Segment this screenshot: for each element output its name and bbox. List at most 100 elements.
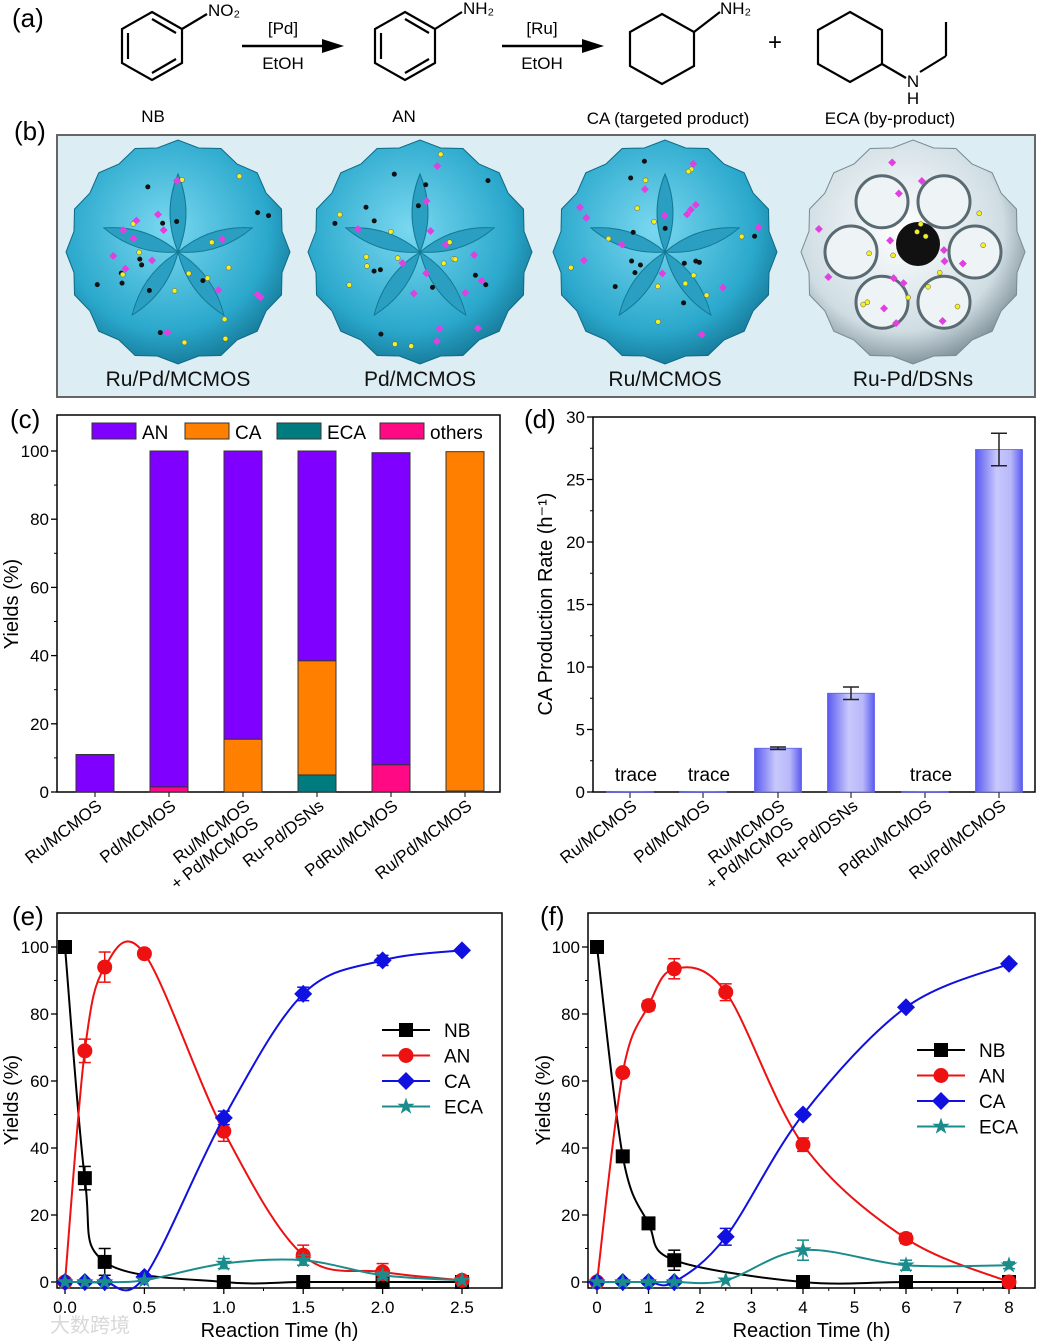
bar-segment-others	[371, 764, 411, 793]
pd-particle	[209, 239, 215, 246]
legend-marker-ca	[932, 1092, 950, 1110]
pore-dot	[485, 178, 491, 184]
legend-swatch-ca	[184, 422, 230, 440]
ru-particle	[697, 330, 706, 339]
pd-particle	[642, 177, 649, 184]
an-substituent: NH₂	[463, 0, 494, 18]
bar	[606, 790, 654, 793]
bar-segment-eca	[297, 774, 337, 793]
catalyst-illustrations: Ru/Pd/MCMOS Pd/MCMOS Ru/MCMOS Ru-Pd/DSNs	[56, 134, 1036, 398]
y-tick-label: 20	[561, 1206, 580, 1225]
plus-sign: +	[768, 29, 782, 56]
series-line	[64, 946, 462, 1285]
y-tick-label: 5	[576, 721, 585, 740]
bar	[754, 747, 802, 793]
catalyst-label: Ru/MCMOS	[608, 368, 721, 391]
y-axis-label: Yields (%)	[533, 1055, 555, 1145]
category-label-line: Ru/MCMOS	[22, 796, 106, 867]
step2-solvent: EtOH	[521, 54, 563, 73]
bar-segment-an	[223, 450, 263, 740]
petal	[418, 227, 496, 253]
ru-particle	[470, 250, 479, 259]
panel-label-f: (f)	[540, 901, 565, 931]
plot-frame	[56, 912, 503, 1289]
step1-catalyst: [Pd]	[268, 19, 298, 38]
pore-dot	[266, 213, 272, 219]
x-axis-label: Reaction Time (h)	[201, 1320, 359, 1342]
ru-particle	[148, 256, 157, 265]
petal	[618, 250, 666, 317]
plot-frame	[587, 912, 1036, 1289]
pore-dot	[200, 278, 206, 284]
legend-marker-eca	[397, 1097, 415, 1114]
watermark: 大数跨境	[50, 1314, 130, 1337]
ru-particle	[409, 289, 418, 298]
bar-segment-ca	[445, 451, 485, 792]
y-tick-label: 40	[561, 1139, 580, 1158]
data-point	[897, 998, 915, 1017]
data-point	[136, 946, 152, 962]
ethylcyclohexylamine-structure	[816, 10, 948, 84]
pore-dot	[255, 210, 261, 216]
pore-dot	[415, 203, 421, 209]
data-point	[716, 1227, 735, 1246]
aniline-structure	[373, 10, 463, 82]
ru-particle	[109, 251, 118, 260]
y-tick-label: 80	[30, 510, 49, 529]
pd-particle	[446, 239, 453, 245]
series-line	[64, 940, 463, 1283]
petal	[131, 250, 179, 317]
panel-label-c: (c)	[10, 404, 40, 434]
petal	[177, 250, 225, 317]
catalyst-sphere-1	[65, 139, 291, 365]
bar-segment-ca	[297, 660, 337, 776]
data-point	[453, 941, 471, 960]
x-tick-label: 7	[953, 1298, 962, 1317]
ru-particle	[575, 203, 584, 212]
y-tick-label: 10	[566, 658, 585, 677]
ru-particle	[214, 286, 223, 295]
eca-hydrogen: H	[907, 89, 919, 108]
pore-dot	[160, 220, 166, 226]
pd-particle	[922, 233, 929, 240]
x-tick-label: 2.5	[450, 1298, 474, 1317]
pd-particle	[634, 205, 641, 211]
ru-particle	[129, 234, 138, 243]
data-point	[374, 1266, 392, 1283]
reaction-arrow-2	[502, 39, 604, 53]
pore-dot	[681, 300, 687, 306]
y-tick-label: 40	[30, 1139, 49, 1158]
bar	[827, 692, 875, 793]
data-point	[795, 1137, 811, 1153]
panel-label-d: (d)	[524, 404, 556, 434]
pore-dot	[483, 282, 489, 288]
pd-particle	[392, 341, 398, 347]
ru-particle	[353, 225, 362, 234]
pd-particle	[179, 177, 185, 183]
series-eca	[56, 1251, 471, 1290]
reaction-scheme: (a) NO₂ [Pd] EtOH NH₂ [Ru] EtOH NH₂	[12, 0, 955, 128]
y-tick-label: 80	[561, 1005, 580, 1024]
pore-dot	[628, 175, 634, 181]
legend-label-eca: ECA	[979, 1118, 1018, 1139]
pore-dot	[378, 331, 384, 337]
data-point	[590, 940, 604, 954]
data-point	[97, 959, 113, 975]
data-point	[56, 1273, 74, 1290]
ru-particle	[163, 328, 172, 337]
ru-particle	[660, 211, 669, 220]
pd-particle	[864, 299, 871, 306]
ru-particle	[880, 304, 889, 313]
pore-dot	[146, 288, 152, 294]
pd-particle	[236, 173, 243, 180]
ru-particle	[658, 269, 667, 278]
ru-particle	[461, 289, 470, 298]
data-point	[639, 1273, 658, 1290]
data-point	[1000, 954, 1018, 973]
legend-marker-an	[933, 1068, 949, 1083]
ru-particle	[435, 324, 444, 333]
series-an	[57, 940, 470, 1290]
x-tick-label: 3	[747, 1298, 756, 1317]
ru-particle	[582, 213, 591, 222]
